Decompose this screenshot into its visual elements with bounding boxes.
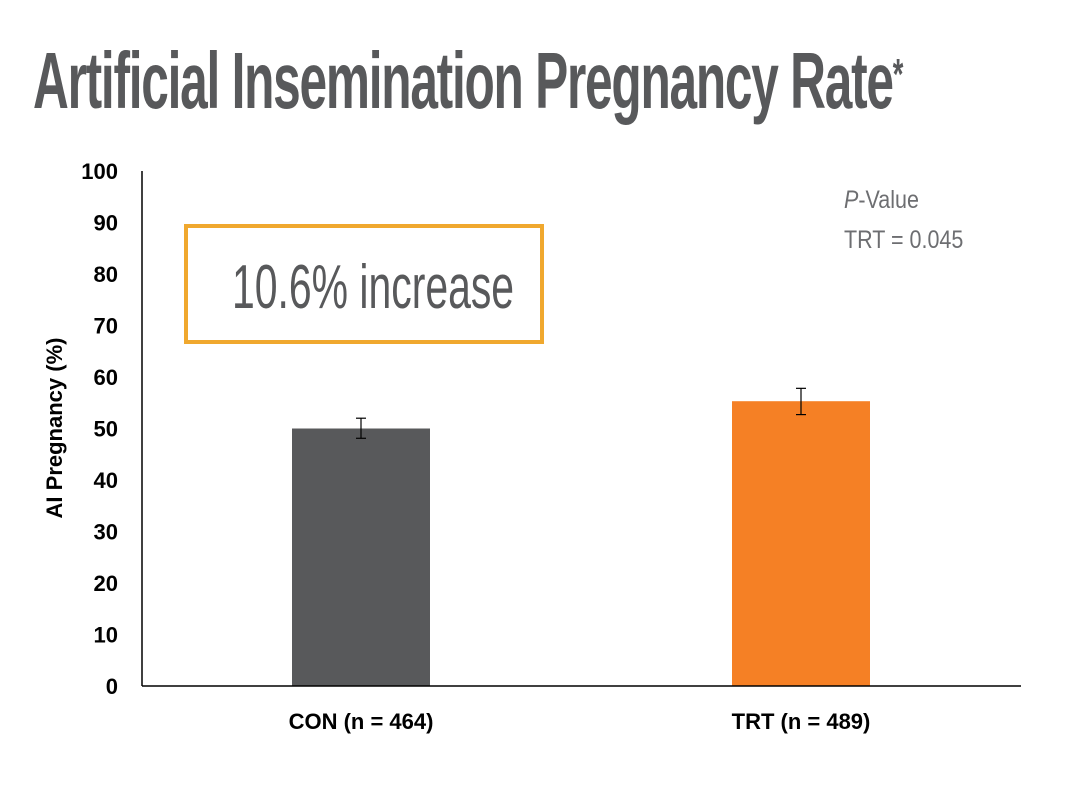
- title-asterisk: *: [892, 50, 904, 99]
- y-tick-label: 0: [106, 674, 118, 699]
- chart-title: Artificial Insemination Pregnancy Rate*: [33, 36, 904, 126]
- x-category-label: TRT (n = 489): [732, 709, 871, 734]
- y-tick-label: 10: [94, 623, 118, 648]
- error-bars: [356, 387, 806, 439]
- y-tick-label: 70: [94, 314, 118, 339]
- p-value-label-italic: P: [844, 186, 859, 214]
- y-tick-label: 90: [94, 211, 118, 236]
- y-tick-label: 40: [94, 468, 118, 493]
- y-tick-label: 30: [94, 520, 118, 545]
- bar-chart: AI Pregnancy (%) 0102030405060708090100 …: [42, 159, 1021, 734]
- error-bar: [796, 387, 806, 416]
- y-tick-label: 100: [81, 159, 118, 184]
- p-value-value: TRT = 0.045: [844, 226, 964, 254]
- y-tick-label: 20: [94, 571, 118, 596]
- p-value-label: P-Value: [844, 180, 963, 220]
- increase-callout-text: 10.6% increase: [232, 253, 515, 322]
- y-axis-ticks: 0 10 20 30 40 50 60 70 80 90 100: [81, 159, 118, 699]
- x-category-label: CON (n = 464): [289, 709, 434, 734]
- y-axis-label: AI Pregnancy (%): [42, 338, 67, 519]
- y-tick-label: 50: [94, 417, 118, 442]
- bar-con: [292, 428, 430, 686]
- p-value-annotation: P-Value TRT = 0.045: [844, 180, 963, 260]
- increase-callout-box: 10.6% increase: [184, 224, 544, 344]
- bar-trt: [732, 401, 870, 686]
- error-bar: [356, 417, 366, 439]
- bars: [292, 401, 870, 686]
- p-value-label-rest: -Value: [858, 186, 919, 214]
- chart-title-text: Artificial Insemination Pregnancy Rate: [33, 36, 894, 125]
- x-axis-ticks: CON (n = 464) TRT (n = 489): [289, 709, 871, 734]
- y-tick-label: 60: [94, 365, 118, 390]
- y-tick-label: 80: [94, 262, 118, 287]
